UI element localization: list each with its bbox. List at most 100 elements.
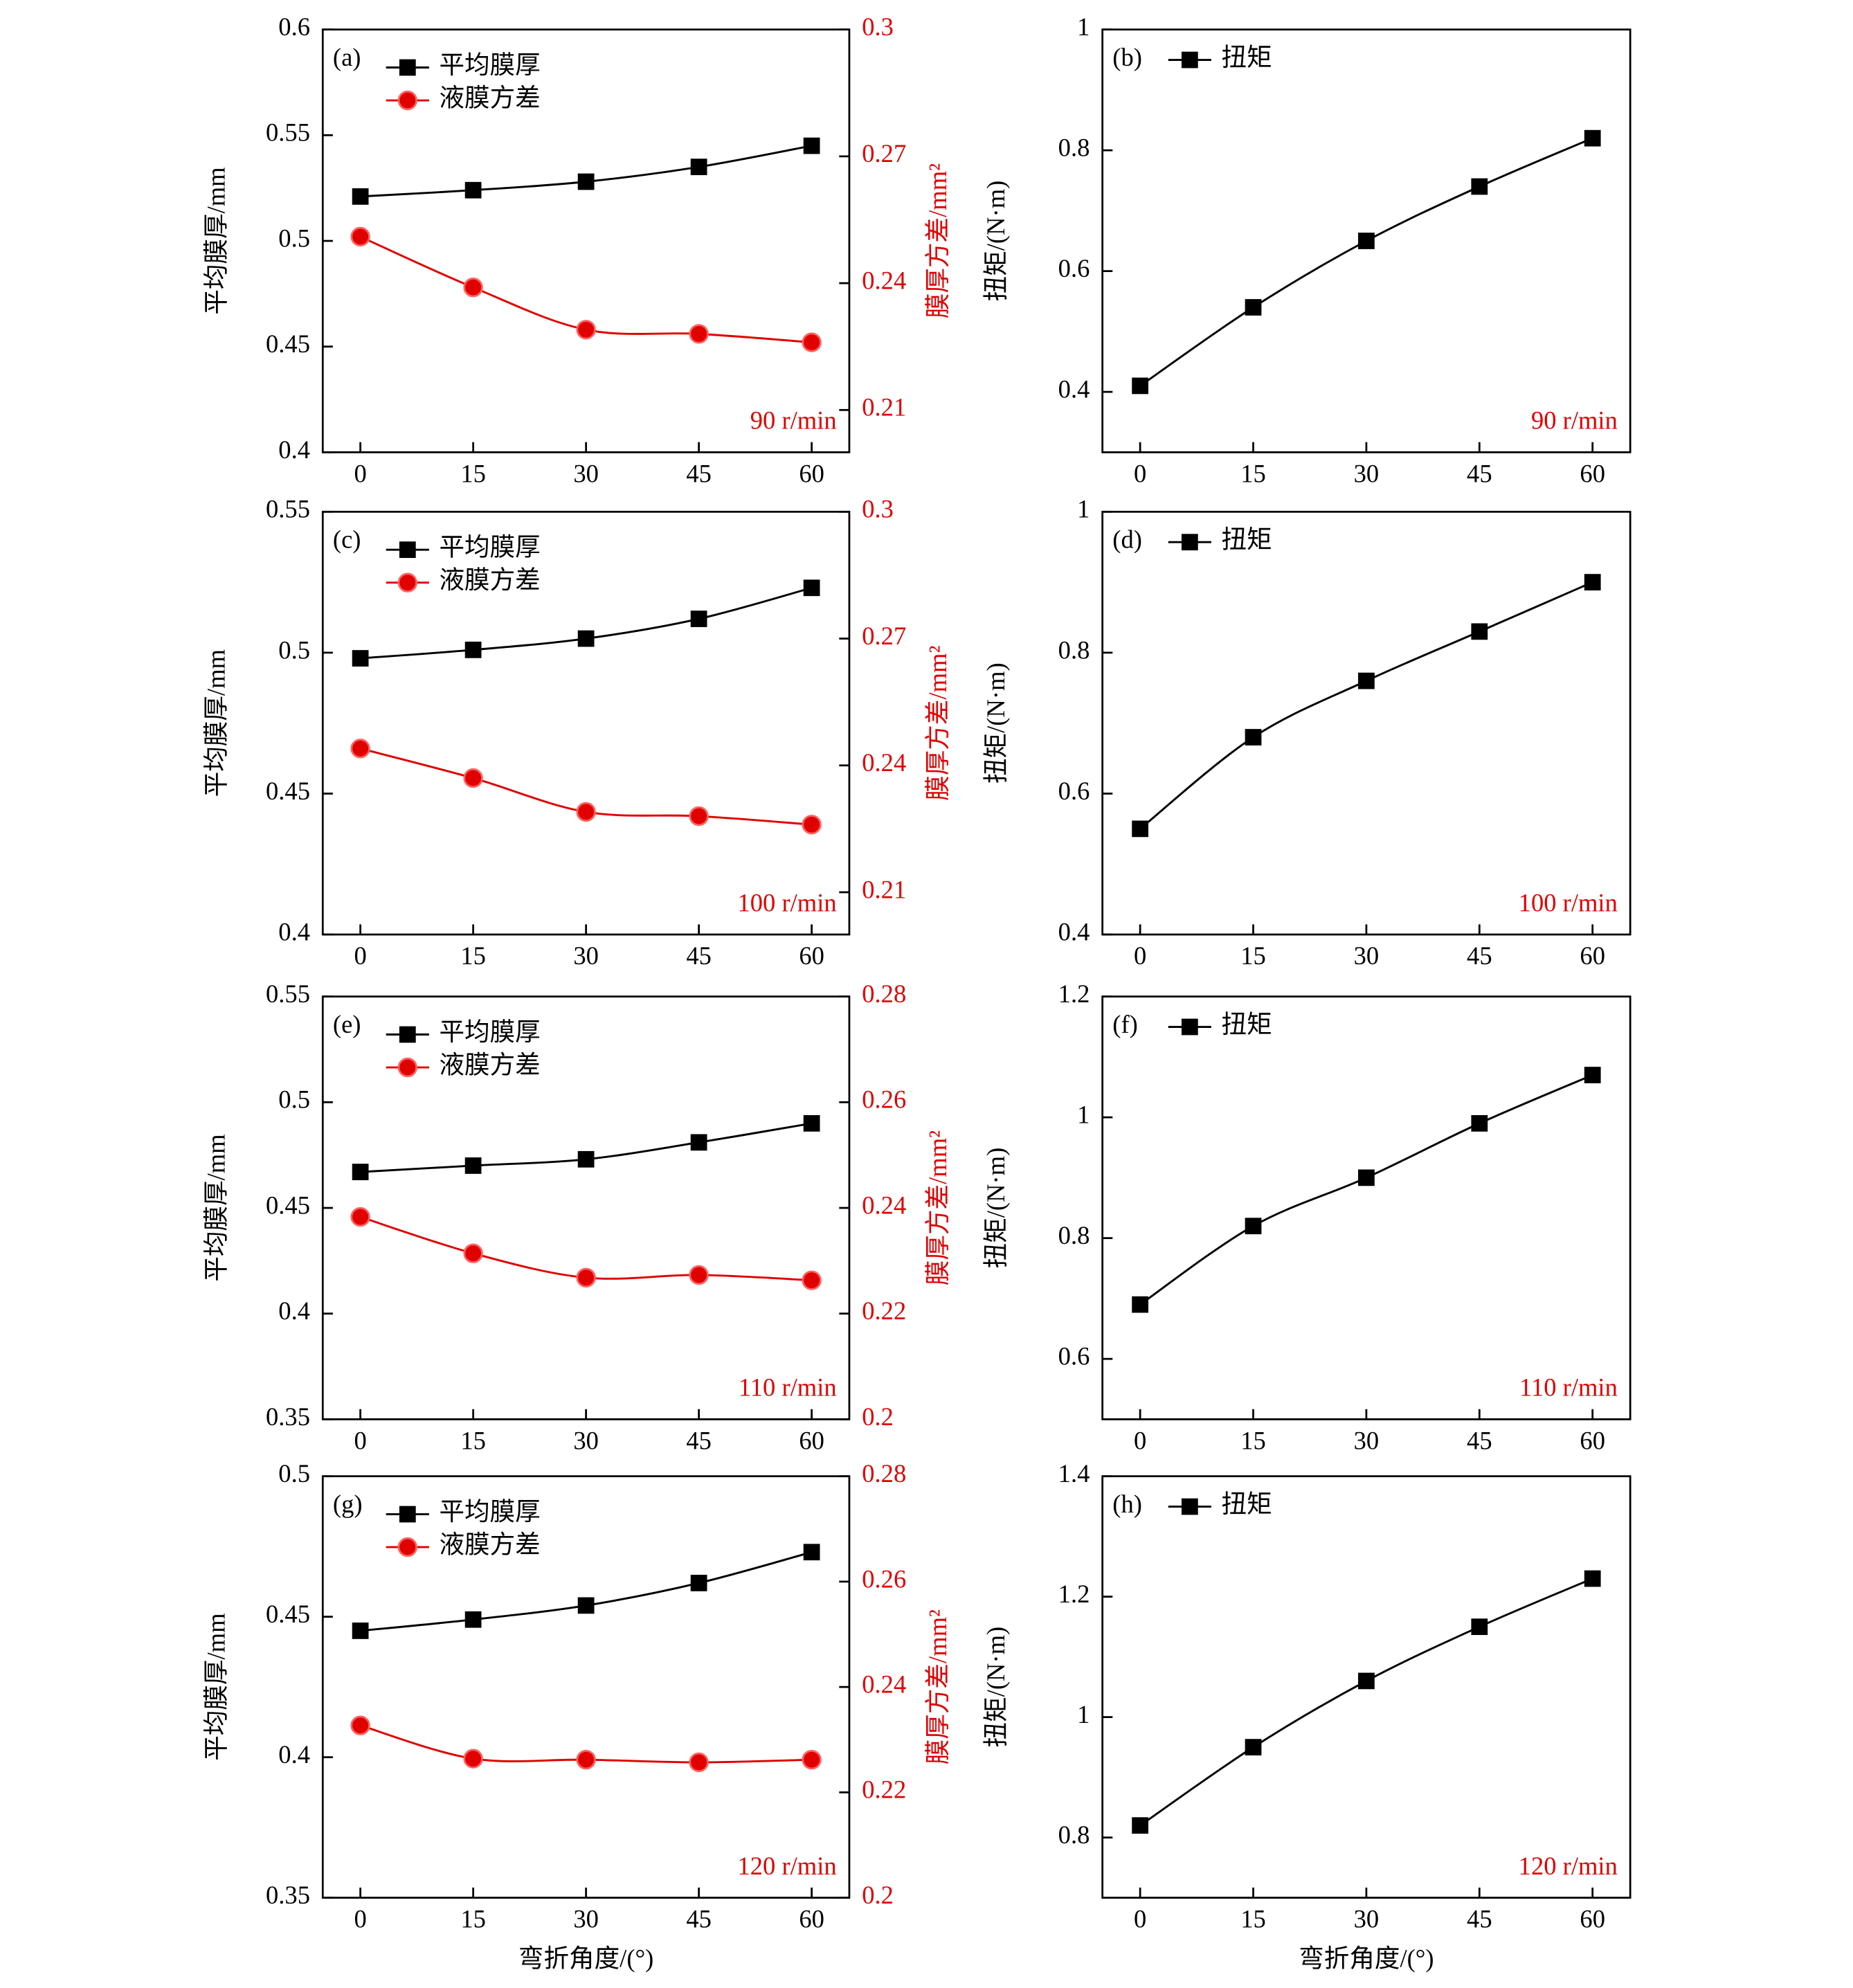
y2-tick-label: 0.27 <box>862 139 906 168</box>
data-point <box>1358 672 1375 689</box>
legend-label: 扭矩 <box>1222 43 1272 71</box>
y2-tick-label: 0.24 <box>862 748 906 777</box>
legend-label: 液膜方差 <box>440 1050 541 1078</box>
y-tick-label: 0.55 <box>266 495 310 523</box>
data-point <box>690 611 707 627</box>
data-point <box>464 641 482 658</box>
x-tick-label: 15 <box>460 460 486 488</box>
y-tick-label: 0.35 <box>266 1881 310 1909</box>
data-point <box>350 739 370 759</box>
y-tick-label: 0.6 <box>1058 254 1090 282</box>
series-line <box>360 1551 813 1632</box>
y-axis-label: 平均膜厚/mm <box>202 649 231 797</box>
x-tick-label: 45 <box>1467 1427 1492 1455</box>
y-tick-label: 0.35 <box>266 1402 310 1431</box>
y-axis-label: 平均膜厚/mm <box>202 1613 231 1760</box>
x-tick-label: 15 <box>460 1427 486 1455</box>
legend-marker <box>399 1506 416 1523</box>
data-point <box>463 278 483 298</box>
y2-tick-label: 0.22 <box>862 1775 906 1804</box>
x-tick-label: 15 <box>460 1905 486 1933</box>
y2-tick-label: 0.21 <box>862 875 906 903</box>
legend-marker <box>397 1057 417 1078</box>
y-tick-label: 0.4 <box>1058 375 1090 404</box>
panel-label: (c) <box>333 525 361 554</box>
data-point <box>576 320 596 340</box>
x-tick-label: 0 <box>354 1905 366 1933</box>
panel: 0 15 30 45 60 0.4 0.45 0.5 0.55 0.21 0.24 0.27 0.3 平均… <box>202 495 952 970</box>
speed-annotation: 120 r/min <box>737 1852 836 1880</box>
data-point <box>1132 1296 1149 1313</box>
data-point <box>1584 1067 1601 1083</box>
x-tick-label: 60 <box>799 941 824 970</box>
y-tick-label: 0.5 <box>278 1459 310 1488</box>
y2-tick-label: 0.2 <box>862 1402 894 1431</box>
x-tick-label: 60 <box>1580 460 1605 488</box>
panel: 0 15 30 45 60 0.6 0.8 1 1.2 扭矩/(N·m) (f) 110 r/min 扭… <box>982 979 1631 1455</box>
x-tick-label: 60 <box>799 1427 824 1455</box>
legend-label: 平均膜厚 <box>440 1497 541 1526</box>
y-tick-label: 0.4 <box>278 1740 310 1769</box>
data-point <box>689 1752 709 1773</box>
data-point <box>1245 729 1262 746</box>
y2-tick-label: 0.27 <box>862 622 906 650</box>
y2-tick-label: 0.26 <box>862 1564 906 1593</box>
x-tick-label: 30 <box>573 1905 599 1933</box>
x-tick-label: 60 <box>1580 941 1605 970</box>
y-tick-label: 0.5 <box>278 635 310 664</box>
data-point <box>1132 377 1149 395</box>
data-point <box>576 802 596 822</box>
plot-frame <box>1101 995 1631 1420</box>
data-point <box>350 1715 370 1735</box>
data-point <box>689 1265 709 1285</box>
y2-tick-label: 0.28 <box>862 1459 906 1488</box>
data-point <box>803 137 820 154</box>
legend-marker <box>1181 1498 1198 1515</box>
y-tick-label: 0.4 <box>278 1296 310 1325</box>
y2-tick-label: 0.24 <box>862 1191 906 1219</box>
y2-tick-label: 0.22 <box>862 1296 906 1325</box>
y2-tick-label: 0.26 <box>862 1085 906 1114</box>
series-line <box>1139 137 1593 387</box>
y-axis-label: 扭矩/(N·m) <box>982 1627 1010 1748</box>
speed-annotation: 100 r/min <box>1519 888 1618 916</box>
data-point <box>803 1114 820 1132</box>
panel-label: (a) <box>333 43 361 71</box>
data-point <box>463 1748 483 1769</box>
x-tick-label: 0 <box>1134 1905 1146 1933</box>
y2-axis-label: 膜厚方差/mm² <box>923 1609 952 1764</box>
y2-tick-label: 0.3 <box>862 12 894 41</box>
data-point <box>802 815 822 835</box>
data-point <box>1471 1114 1488 1132</box>
data-point <box>690 159 707 176</box>
x-tick-label: 15 <box>1240 460 1266 488</box>
data-point <box>577 630 595 647</box>
data-point <box>1471 1618 1488 1636</box>
data-point <box>577 1150 595 1168</box>
y-tick-label: 1.4 <box>1058 1459 1090 1488</box>
y-tick-label: 0.55 <box>266 118 310 147</box>
y-tick-label: 0.45 <box>266 1600 310 1628</box>
data-point <box>802 1749 822 1770</box>
x-tick-label: 30 <box>573 460 599 488</box>
x-tick-label: 60 <box>1580 1427 1605 1455</box>
y-tick-label: 0.6 <box>1058 777 1090 805</box>
data-point <box>352 1623 369 1639</box>
y-axis-label: 扭矩/(N·m) <box>982 181 1010 302</box>
data-point <box>802 1270 822 1290</box>
panel: 0 15 30 45 60 0.4 0.6 0.8 1 扭矩/(N·m) (d) 100 r/min 扭… <box>982 495 1631 970</box>
y-tick-label: 0.8 <box>1058 134 1090 162</box>
y-tick-label: 0.4 <box>1058 917 1090 946</box>
y2-axis-label: 膜厚方差/mm² <box>923 646 952 801</box>
y-axis-label: 扭矩/(N·m) <box>982 662 1010 784</box>
y-tick-label: 1.2 <box>1058 1580 1090 1608</box>
legend-marker <box>399 541 416 559</box>
data-point <box>803 579 820 597</box>
data-point <box>464 1157 482 1174</box>
panel: 0 15 30 45 60 0.35 0.4 0.45 0.5 0.55 0.2 0.22 0.24 0.… <box>202 979 952 1454</box>
y-tick-label: 0.45 <box>266 777 310 805</box>
data-point <box>690 1575 707 1591</box>
panel: 0 15 30 45 60 0.4 0.6 0.8 1 扭矩/(N·m) (b) 90 r/min 扭矩 <box>982 12 1631 488</box>
legend-marker <box>399 1026 416 1043</box>
